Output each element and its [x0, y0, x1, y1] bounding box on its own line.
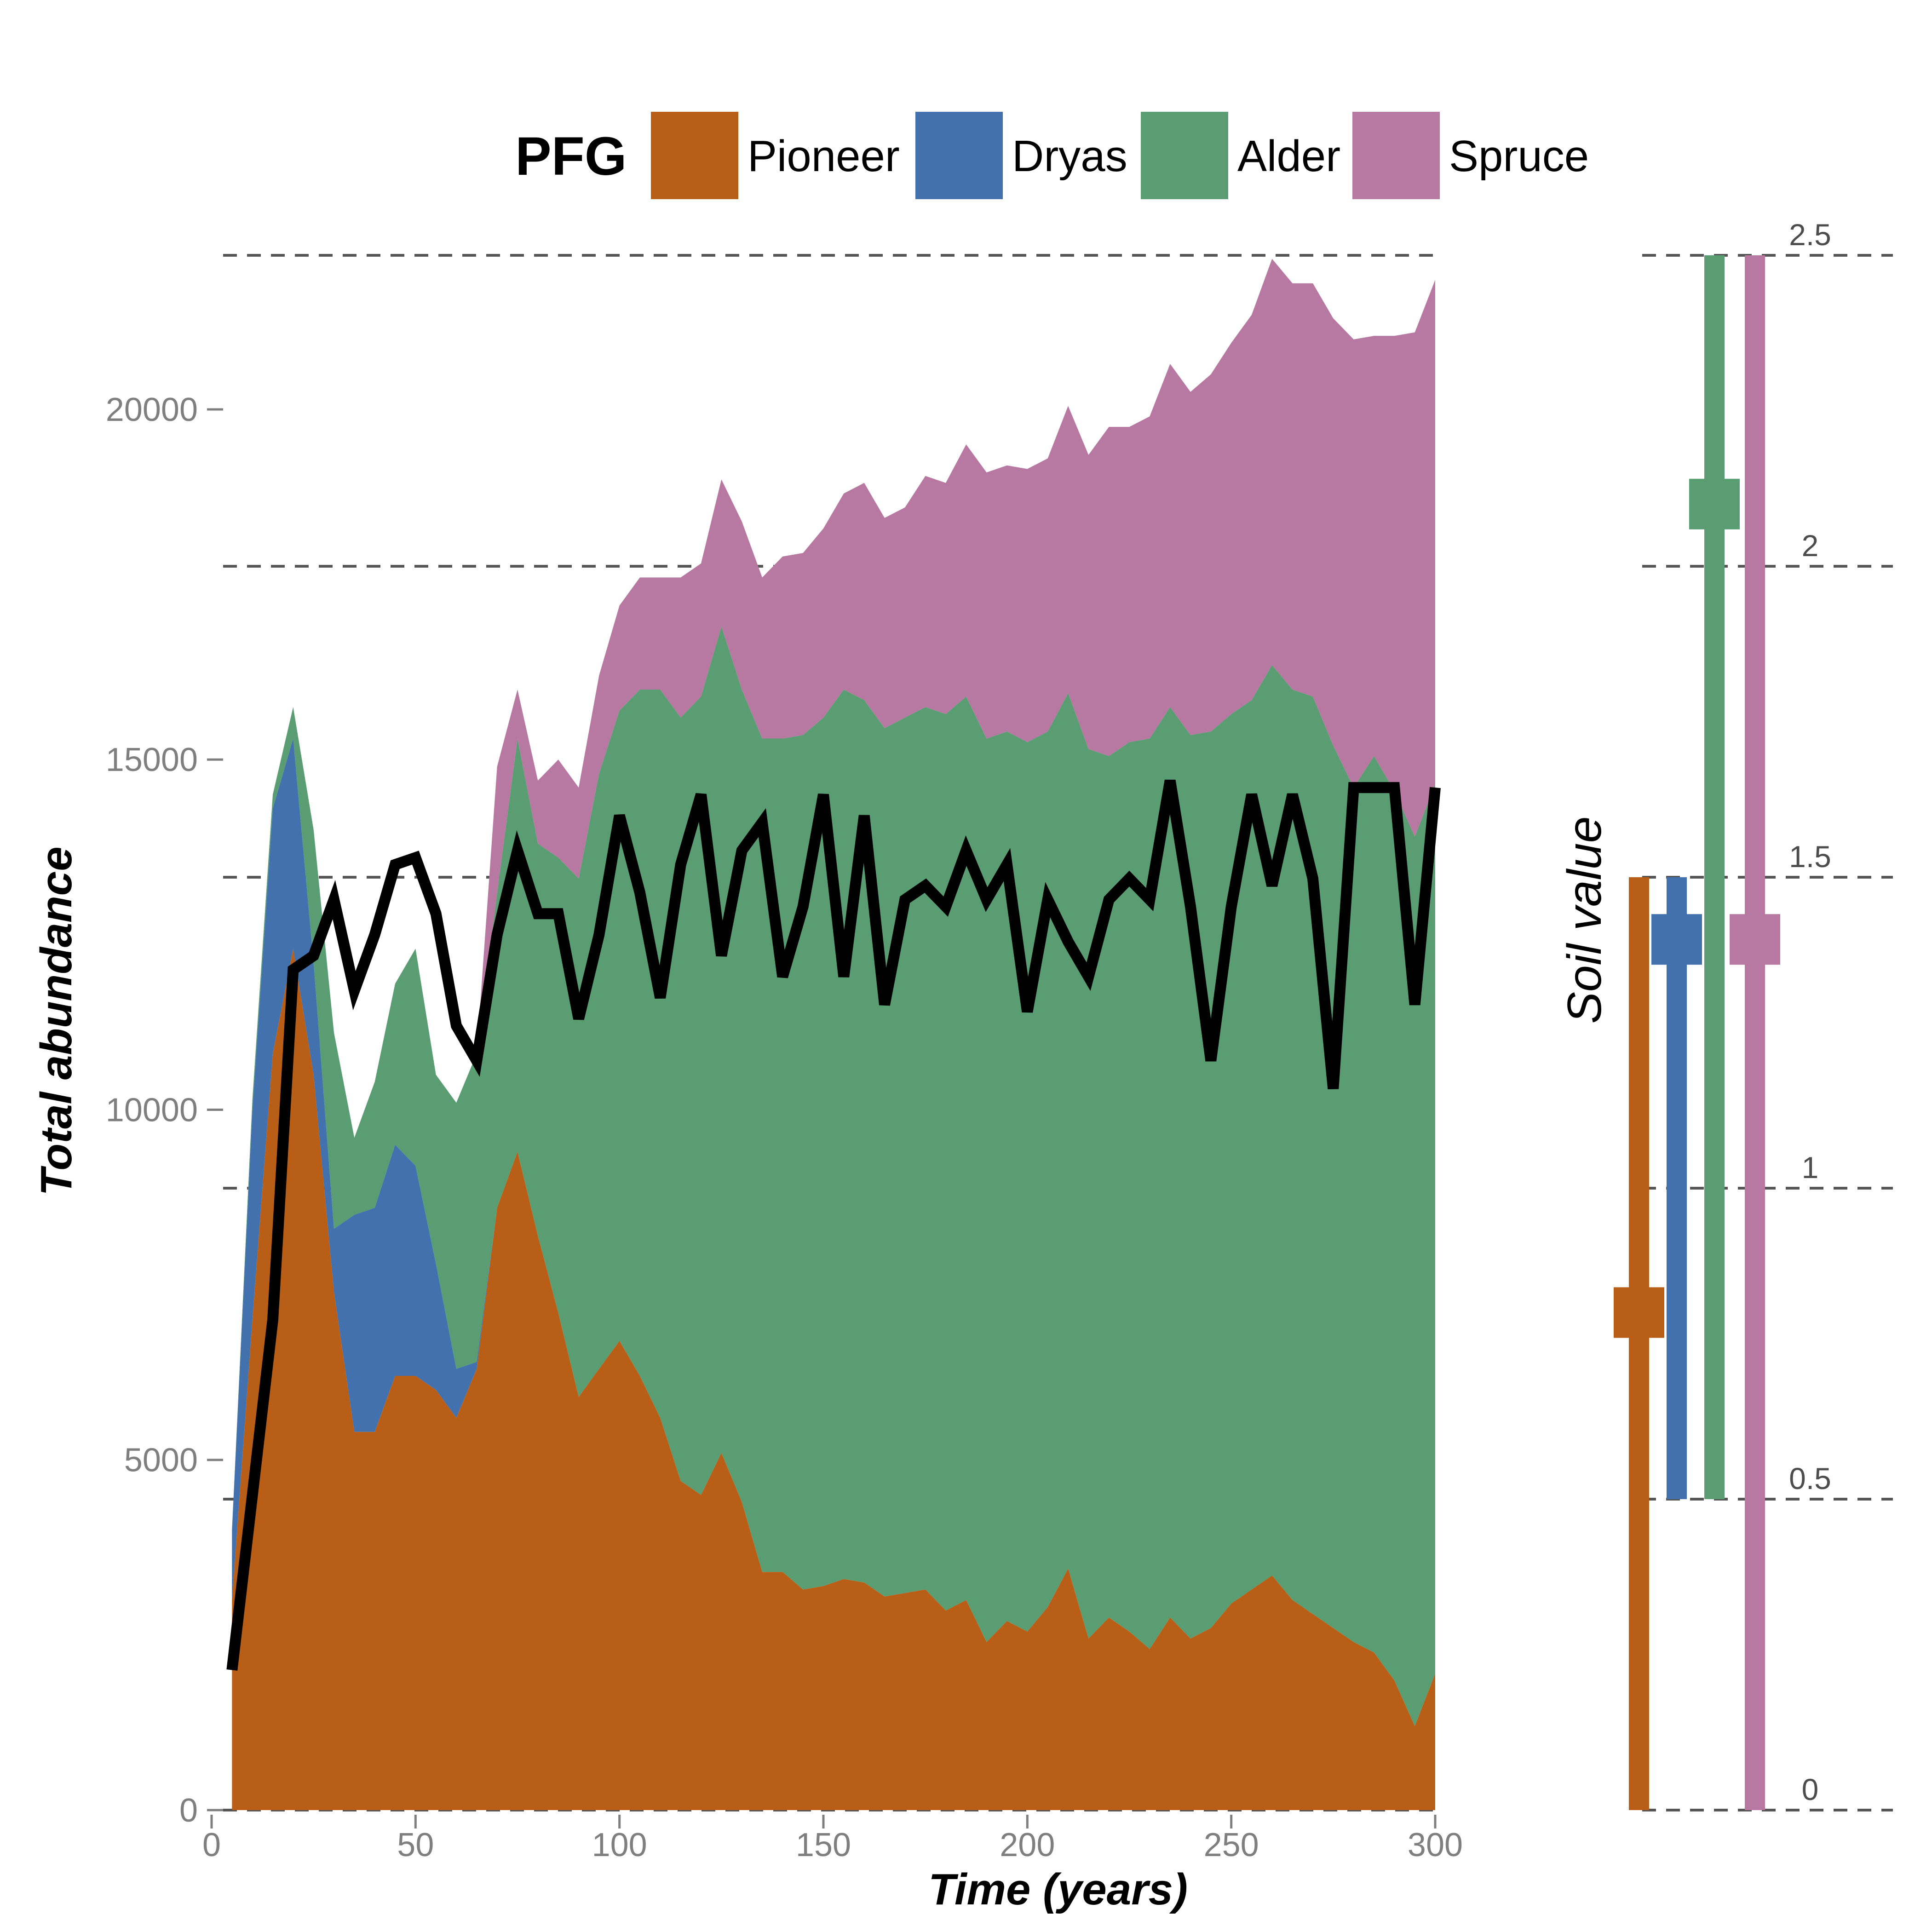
y-tick-label: 0 — [179, 1792, 198, 1829]
legend-item-alder: Alder — [1141, 112, 1340, 199]
legend-item-dryas: Dryas — [915, 112, 1127, 199]
y-tick-label: 5000 — [124, 1442, 198, 1479]
soil-axis-title: Soil value — [1558, 816, 1611, 1024]
legend-label: Dryas — [1012, 132, 1127, 181]
legend-key — [1352, 112, 1440, 199]
total-abundance-line — [226, 779, 1441, 1671]
soil-tick-label: 1.5 — [1789, 840, 1831, 874]
x-tick-label: 250 — [1204, 1827, 1259, 1863]
x-tick-label: 0 — [202, 1827, 221, 1863]
x-tick-label: 100 — [592, 1827, 647, 1863]
soil-range-spruce — [1730, 255, 1780, 1810]
legend: PFG Pioneer Dryas Alder Spruce — [515, 112, 1589, 199]
soil-panel: 0 0.5 1 1.5 2 2.5 — [1614, 218, 1831, 1810]
stacked-areas — [232, 259, 1435, 1810]
y-tick-label: 10000 — [106, 1092, 198, 1128]
soil-marker — [1689, 478, 1740, 529]
legend-item-pioneer: Pioneer — [651, 112, 900, 199]
legend-key — [1141, 112, 1228, 199]
soil-marker — [1614, 1287, 1664, 1338]
legend-label: Pioneer — [748, 132, 900, 181]
legend-label: Spruce — [1449, 132, 1589, 181]
soil-tick-label: 2 — [1802, 529, 1819, 563]
soil-range-bar — [1667, 877, 1687, 1499]
y-axis-title: Total abundance — [32, 846, 81, 1196]
x-tick-label: 150 — [796, 1827, 851, 1863]
soil-marker — [1651, 914, 1702, 965]
main-axes: 0 5000 10000 15000 20000 0 50 100 150 200 250 300 — [106, 391, 1463, 1863]
soil-tick-label: 2.5 — [1789, 218, 1831, 252]
legend-key — [651, 112, 738, 199]
legend-label: Alder — [1237, 132, 1340, 181]
area-spruce — [232, 259, 1435, 1530]
y-tick-label: 20000 — [106, 391, 198, 428]
soil-range-dryas — [1651, 877, 1702, 1499]
x-tick-label: 50 — [397, 1827, 434, 1863]
soil-range-pioneer — [1614, 877, 1664, 1810]
total-line-layer — [226, 779, 1441, 1671]
soil-tick-label: 1 — [1802, 1150, 1819, 1184]
soil-tick-label: 0 — [1802, 1772, 1819, 1806]
soil-range-alder — [1689, 255, 1740, 1499]
area-pioneer — [232, 949, 1435, 1810]
legend-title: PFG — [515, 126, 627, 187]
soil-tick-label: 0.5 — [1789, 1461, 1831, 1495]
y-tick-label: 15000 — [106, 742, 198, 778]
x-tick-label: 200 — [1000, 1827, 1055, 1863]
x-tick-label: 300 — [1408, 1827, 1463, 1863]
soil-range-bar — [1745, 255, 1765, 1810]
legend-key — [915, 112, 1003, 199]
soil-range-bar — [1629, 877, 1649, 1810]
soil-range-bar — [1704, 255, 1725, 1499]
soil-marker — [1730, 914, 1780, 965]
x-axis-title: Time (years) — [928, 1865, 1188, 1914]
legend-item-spruce: Spruce — [1352, 112, 1589, 199]
